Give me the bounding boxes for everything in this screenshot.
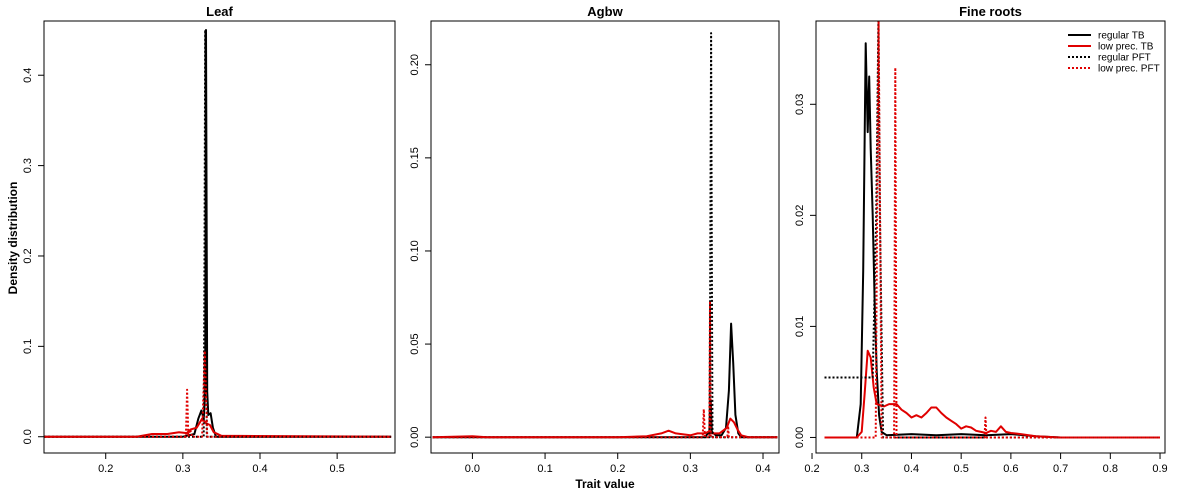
panel-agbw: Agbw 0.0 0.1 0.2 0.3 0.4 0.00 0.05 0.10 0.15 0.20 — [409, 4, 780, 475]
x-tick-label: 0.5 — [954, 463, 969, 475]
plot-frame — [430, 20, 780, 454]
y-tick-label: 0.03 — [794, 94, 806, 115]
y-tick-label: 0.10 — [409, 240, 421, 261]
y-tick-label: 0.02 — [794, 205, 806, 226]
x-tick-label: 0.5 — [329, 463, 344, 475]
y-tick-label: 0.2 — [22, 248, 34, 263]
x-tick-label: 0.1 — [537, 463, 552, 475]
series-line-low-prec-tb — [44, 417, 392, 438]
y-tick-label: 0.3 — [22, 158, 34, 173]
legend-label: low prec. PFT — [1098, 64, 1160, 75]
panel-title: Leaf — [206, 4, 233, 19]
y-tick-label: 0.01 — [794, 316, 806, 337]
x-tick-label: 0.4 — [755, 463, 770, 475]
y-tick-label: 0.00 — [794, 427, 806, 448]
chart-panels: Leaf 0.2 0.3 0.4 0.5 0.0 0.1 0.2 0.3 0.4 Agbw 0.0 0.… — [22, 4, 1168, 475]
x-tick-label: 0.3 — [683, 463, 698, 475]
panel-leaf: Leaf 0.2 0.3 0.4 0.5 0.0 0.1 0.2 0.3 0.4 — [22, 4, 396, 475]
x-tick-label: 0.3 — [175, 463, 190, 475]
x-tick-label: 0.7 — [1053, 463, 1068, 475]
x-tick-label: 0.2 — [804, 463, 819, 475]
legend-label: regular TB — [1098, 31, 1145, 42]
series-line-low-prec-tb — [824, 349, 1160, 439]
x-tick-label: 0.4 — [252, 463, 267, 475]
x-tick-label: 0.9 — [1152, 463, 1167, 475]
panel-title: Agbw — [587, 4, 623, 19]
legend-label: low prec. TB — [1098, 42, 1154, 53]
x-tick-label: 0.2 — [98, 463, 113, 475]
y-tick-label: 0.05 — [409, 333, 421, 354]
x-axis-label: Trait value — [575, 477, 635, 491]
series-line-low-prec-pft — [824, 21, 1160, 439]
plot-frame — [815, 20, 1166, 454]
series-line-regular-tb — [44, 29, 392, 438]
y-tick-label: 0.20 — [409, 54, 421, 75]
x-tick-label: 0.8 — [1103, 463, 1118, 475]
series-line-low-prec-pft — [44, 349, 392, 438]
series-line-low-prec-pft — [432, 300, 778, 439]
y-tick-label: 0.0 — [22, 429, 34, 444]
legend-label: regular PFT — [1098, 53, 1151, 64]
panel-fine-roots: Fine roots 0.2 0.3 0.4 0.5 0.6 0.7 0.8 0.9 0.00 0.… — [794, 4, 1168, 475]
x-tick-label: 0.3 — [854, 463, 869, 475]
x-tick-label: 0.2 — [610, 463, 625, 475]
series-line-regular-pft — [432, 32, 778, 439]
x-tick-label: 0.4 — [904, 463, 919, 475]
series-line-regular-pft — [44, 29, 392, 438]
y-axis-label: Density distribution — [6, 182, 20, 295]
y-tick-label: 0.4 — [22, 68, 34, 83]
y-tick-label: 0.1 — [22, 339, 34, 354]
y-tick-label: 0.15 — [409, 147, 421, 168]
plot-frame — [43, 20, 396, 454]
x-tick-label: 0.0 — [465, 463, 480, 475]
y-tick-label: 0.00 — [409, 426, 421, 447]
x-tick-label: 0.6 — [1003, 463, 1018, 475]
series-line-regular-tb — [432, 322, 778, 439]
series-line-regular-pft — [824, 21, 1160, 439]
series-line-regular-tb — [824, 42, 1160, 439]
panel-title: Fine roots — [959, 4, 1022, 19]
